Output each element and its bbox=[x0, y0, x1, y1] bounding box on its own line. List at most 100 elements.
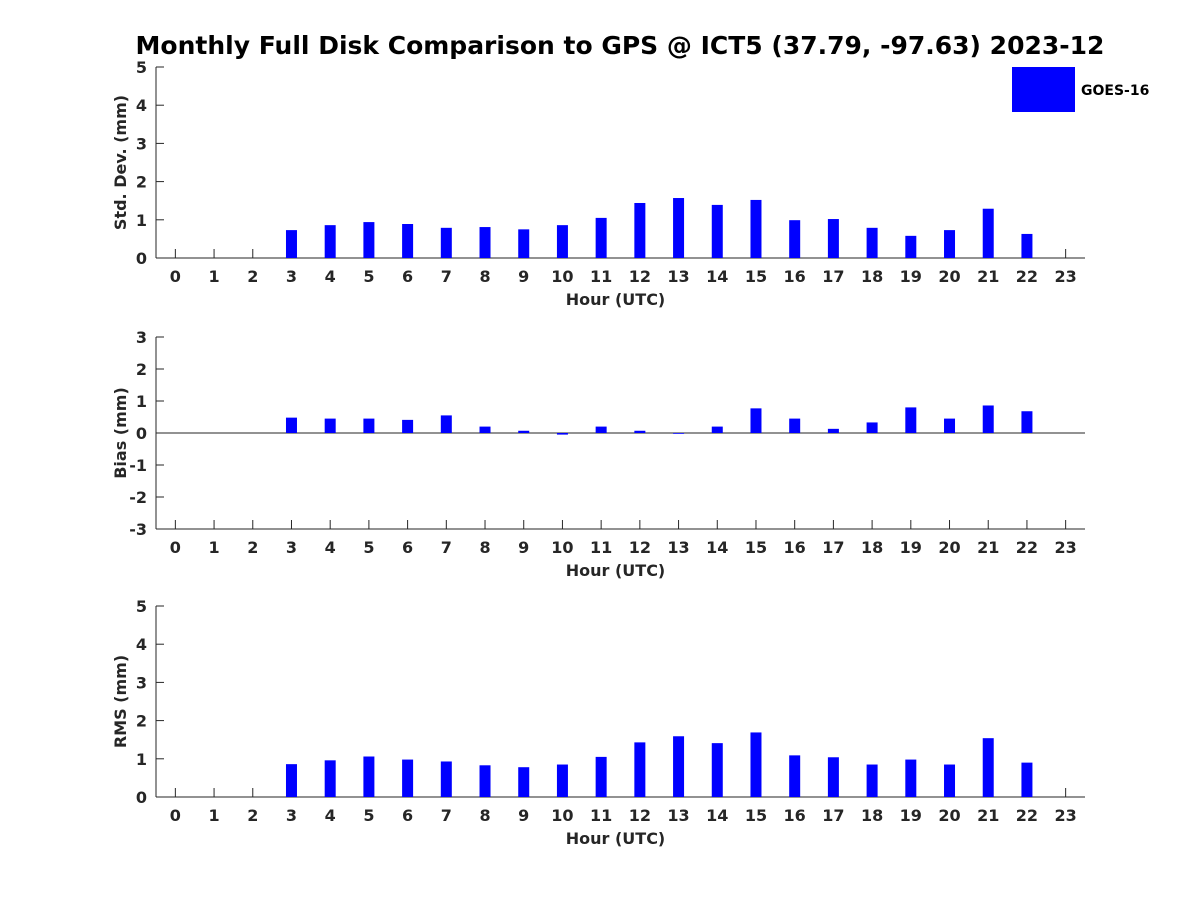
rms-y-tick-label: 3 bbox=[136, 673, 147, 692]
bias-x-axis-label: Hour (UTC) bbox=[566, 561, 666, 580]
std-dev-bar bbox=[363, 222, 375, 258]
bias-x-tick-label: 3 bbox=[286, 538, 297, 557]
legend-swatch bbox=[1012, 67, 1075, 112]
legend: GOES-16 bbox=[1012, 67, 1149, 112]
std-dev-bar bbox=[518, 229, 530, 258]
rms-bar bbox=[1021, 762, 1033, 797]
bias-bar bbox=[866, 422, 878, 433]
std-dev-x-tick-label: 11 bbox=[590, 267, 612, 286]
std-dev-x-tick-label: 18 bbox=[861, 267, 883, 286]
std-dev-y-tick-label: 2 bbox=[136, 173, 147, 192]
rms-y-tick-label: 5 bbox=[136, 597, 147, 616]
rms-bar bbox=[982, 738, 994, 797]
std-dev-y-tick-label: 5 bbox=[136, 58, 147, 77]
bias-bar bbox=[595, 426, 607, 433]
rms-x-tick-label: 12 bbox=[629, 806, 651, 825]
bias-bar bbox=[827, 428, 839, 433]
std-dev-bar bbox=[479, 227, 491, 258]
bias-bar bbox=[982, 405, 994, 433]
chart-title: Monthly Full Disk Comparison to GPS @ IC… bbox=[136, 31, 1105, 60]
std-dev-bar bbox=[402, 224, 414, 258]
rms-x-axis-label: Hour (UTC) bbox=[566, 829, 666, 848]
rms-bar bbox=[402, 759, 414, 797]
rms-y-tick-label: 0 bbox=[136, 788, 147, 807]
rms-x-tick-label: 18 bbox=[861, 806, 883, 825]
rms-bar bbox=[827, 757, 839, 797]
std-dev-bar bbox=[1021, 233, 1033, 258]
bias-x-tick-label: 21 bbox=[977, 538, 999, 557]
rms-x-tick-label: 4 bbox=[325, 806, 336, 825]
std-dev-bar bbox=[750, 199, 762, 258]
bias-x-tick-label: 5 bbox=[363, 538, 374, 557]
rms-x-tick-label: 6 bbox=[402, 806, 413, 825]
rms-bar bbox=[673, 736, 685, 797]
legend-label: GOES-16 bbox=[1081, 83, 1149, 99]
rms-x-tick-label: 13 bbox=[667, 806, 689, 825]
bias-bar bbox=[402, 419, 414, 433]
bias-x-tick-label: 2 bbox=[247, 538, 258, 557]
std-dev-y-tick-label: 4 bbox=[136, 96, 147, 115]
std-dev-x-tick-label: 12 bbox=[629, 267, 651, 286]
bias-x-tick-label: 18 bbox=[861, 538, 883, 557]
rms-bar bbox=[518, 767, 530, 797]
std-dev-bar bbox=[789, 220, 801, 258]
bias-x-tick-label: 6 bbox=[402, 538, 413, 557]
bias-bar bbox=[285, 417, 297, 433]
std-dev-x-tick-label: 10 bbox=[551, 267, 573, 286]
bias-x-tick-label: 16 bbox=[784, 538, 806, 557]
rms-bar bbox=[944, 764, 956, 797]
rms-x-tick-label: 10 bbox=[551, 806, 573, 825]
bias-x-tick-label: 11 bbox=[590, 538, 612, 557]
std-dev-x-tick-label: 5 bbox=[363, 267, 374, 286]
rms-y-tick-label: 1 bbox=[136, 750, 147, 769]
rms-bar bbox=[363, 756, 375, 797]
bias-y-tick-label: 1 bbox=[136, 392, 147, 411]
bias-bar bbox=[363, 418, 375, 433]
std-dev-bar bbox=[556, 225, 568, 258]
bias-bar bbox=[711, 426, 723, 433]
bias-x-tick-label: 23 bbox=[1055, 538, 1077, 557]
rms-x-tick-label: 16 bbox=[784, 806, 806, 825]
std-dev-x-tick-label: 8 bbox=[479, 267, 490, 286]
bias-bar bbox=[905, 407, 917, 433]
std-dev-x-tick-label: 15 bbox=[745, 267, 767, 286]
rms-bar bbox=[905, 759, 917, 797]
bias-bar bbox=[518, 430, 530, 433]
std-dev-x-tick-label: 13 bbox=[667, 267, 689, 286]
std-dev-x-tick-label: 14 bbox=[706, 267, 728, 286]
rms-x-tick-label: 23 bbox=[1055, 806, 1077, 825]
bias-bar bbox=[634, 430, 646, 433]
rms-x-tick-label: 7 bbox=[441, 806, 452, 825]
std-dev-x-tick-label: 2 bbox=[247, 267, 258, 286]
std-dev-bar bbox=[324, 225, 336, 258]
bias-y-tick-label: 3 bbox=[136, 328, 147, 347]
rms-bar bbox=[556, 764, 568, 797]
bias-x-tick-label: 17 bbox=[822, 538, 844, 557]
std-dev-y-axis-label: Std. Dev. (mm) bbox=[111, 95, 130, 230]
bias-y-tick-label: 2 bbox=[136, 360, 147, 379]
bias-bar bbox=[440, 415, 452, 433]
std-dev-x-axis-label: Hour (UTC) bbox=[566, 290, 666, 309]
rms-bar bbox=[440, 761, 452, 797]
rms-x-tick-label: 19 bbox=[900, 806, 922, 825]
std-dev-bar bbox=[595, 217, 607, 258]
std-dev-bar bbox=[673, 198, 685, 258]
rms-x-tick-label: 15 bbox=[745, 806, 767, 825]
rms-x-tick-label: 3 bbox=[286, 806, 297, 825]
std-dev-bar bbox=[440, 227, 452, 258]
rms-x-tick-label: 1 bbox=[208, 806, 219, 825]
bias-bar bbox=[1021, 411, 1033, 433]
std-dev-y-tick-label: 3 bbox=[136, 134, 147, 153]
bias-x-tick-label: 20 bbox=[938, 538, 960, 557]
std-dev-bar bbox=[905, 235, 917, 258]
std-dev-x-tick-label: 19 bbox=[900, 267, 922, 286]
bias-x-tick-label: 4 bbox=[325, 538, 336, 557]
rms-x-tick-label: 14 bbox=[706, 806, 728, 825]
bias-bar bbox=[789, 418, 801, 433]
bias-x-tick-label: 1 bbox=[208, 538, 219, 557]
bias-x-tick-label: 7 bbox=[441, 538, 452, 557]
std-dev-x-tick-label: 6 bbox=[402, 267, 413, 286]
rms-bar bbox=[789, 755, 801, 797]
